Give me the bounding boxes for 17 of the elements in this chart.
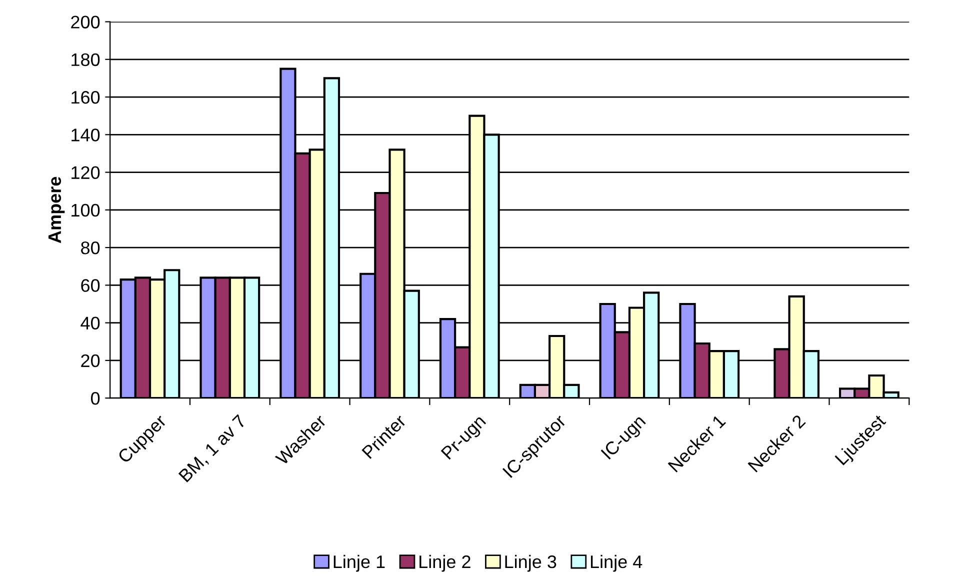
legend-label: Linje 1 xyxy=(334,554,385,572)
y-tick-label: 140 xyxy=(72,128,100,142)
y-tick-label: 40 xyxy=(80,316,100,330)
y-tick-label: 200 xyxy=(71,16,100,28)
legend-label: Linje 3 xyxy=(505,554,556,572)
x-tick-label: BM, 1 av 7 xyxy=(178,414,248,484)
y-tick-label: 0 xyxy=(90,392,100,405)
legend-label: Linje 2 xyxy=(420,554,470,572)
y-tick-label: 180 xyxy=(72,53,100,66)
y-tick-label: 160 xyxy=(72,90,100,104)
y-tick-label: 100 xyxy=(72,204,100,217)
y-tick-label: 20 xyxy=(81,354,100,368)
y-axis-title: Ampere xyxy=(48,176,65,244)
y-tick-label: 80 xyxy=(81,241,100,254)
y-tick-label: 120 xyxy=(72,166,100,180)
y-tick-label: 60 xyxy=(81,279,100,292)
legend-label: Linje 4 xyxy=(590,554,642,572)
